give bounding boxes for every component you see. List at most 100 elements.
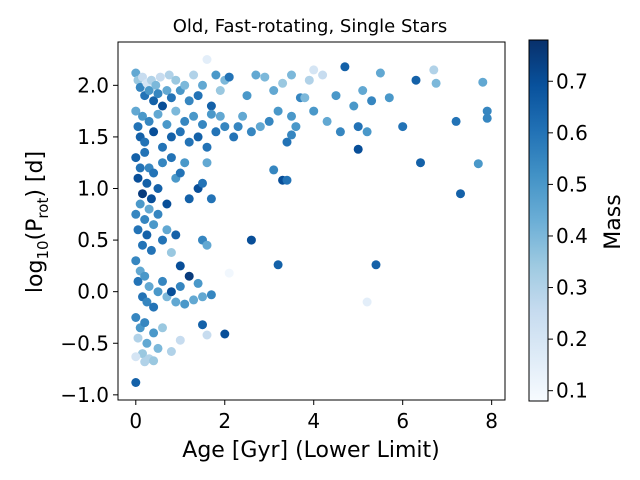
data-point [260,72,270,82]
data-point [131,352,141,362]
data-point [398,122,408,132]
data-point [140,147,150,157]
data-point [138,189,147,199]
data-point [202,330,212,340]
colorbar-tick-label: 0.6 [556,121,588,145]
data-point [142,178,152,188]
colorbar-tick-label: 0.4 [556,224,588,248]
data-point [149,220,159,230]
data-point [162,120,172,129]
data-point [473,159,483,169]
data-point [131,106,141,116]
data-point [140,318,150,328]
data-point [251,70,261,80]
x-tick-label: 6 [396,409,409,433]
data-point [142,230,152,240]
data-point [138,240,147,250]
data-point [246,127,256,137]
x-axis-title: Age [Gyr] (Lower Limit) [182,438,439,463]
data-point [456,189,465,199]
data-point [135,82,145,92]
data-point [198,320,207,330]
data-point [135,199,145,209]
data-point [282,137,292,147]
y-axis-title-post: ) [d] [23,151,48,198]
data-point [171,297,181,307]
data-point [478,77,488,87]
data-point [269,165,279,175]
data-point [367,96,377,106]
data-points [131,55,492,387]
y-axis-title: log10(Prot) [d] [23,151,52,293]
y-tick-label: −1.0 [60,383,109,407]
data-point [340,62,350,72]
data-point [149,302,159,312]
data-point [255,122,265,132]
data-point [184,194,194,204]
data-point [411,75,421,85]
data-point [451,116,461,126]
data-point [171,75,181,85]
data-point [144,86,154,95]
data-point [158,276,167,286]
data-point [300,93,310,103]
data-point [431,78,441,88]
data-point [309,65,319,75]
data-point [162,225,172,235]
data-point [264,116,274,126]
data-point [166,287,176,297]
data-point [304,75,314,85]
data-point [175,127,185,137]
data-point [149,328,159,338]
data-point [162,199,172,209]
data-point [138,349,147,359]
data-point [184,271,194,281]
data-point [189,70,199,80]
data-point [202,240,212,250]
data-point [180,158,190,168]
data-point [353,144,363,154]
colorbar-title: Mass [601,194,626,249]
data-point [153,287,163,297]
data-point [133,276,143,286]
data-point [198,292,207,302]
data-point [158,101,167,111]
data-point [198,120,207,129]
data-point [146,194,156,204]
data-point [133,122,143,132]
y-tick-label: −0.5 [60,331,109,355]
data-point [206,194,216,204]
colorbar-ticks: 0.1 0.2 0.3 0.4 0.5 0.6 0.7 [548,69,588,403]
plot-frame [117,41,506,401]
data-point [202,142,212,152]
data-point [202,55,212,64]
data-point [180,299,190,309]
y-tick-label: 1.5 [77,125,109,149]
data-point [246,235,256,245]
data-point [149,356,159,366]
data-point [269,86,279,95]
data-point [131,153,141,163]
chart-title: Old, Fast-rotating, Single Stars [173,16,448,37]
data-point [429,65,439,75]
y-axis-title-pre: log [23,260,48,294]
y-axis-title-subscript-10: 10 [34,240,52,259]
data-point [146,245,156,255]
data-point [158,142,167,152]
data-point [175,335,185,345]
data-point [202,158,212,168]
data-point [144,204,154,214]
data-point [273,106,283,116]
data-point [206,101,216,111]
x-tick-label: 4 [307,409,320,433]
data-point [193,278,203,288]
data-point [135,163,145,173]
colorbar-tick-label: 0.3 [556,276,588,300]
data-point [140,271,150,281]
data-point [215,86,225,95]
data-point [318,70,328,80]
data-point [166,132,176,142]
y-tick-label: 2.0 [77,73,109,97]
data-point [193,132,203,142]
data-point [166,248,176,257]
